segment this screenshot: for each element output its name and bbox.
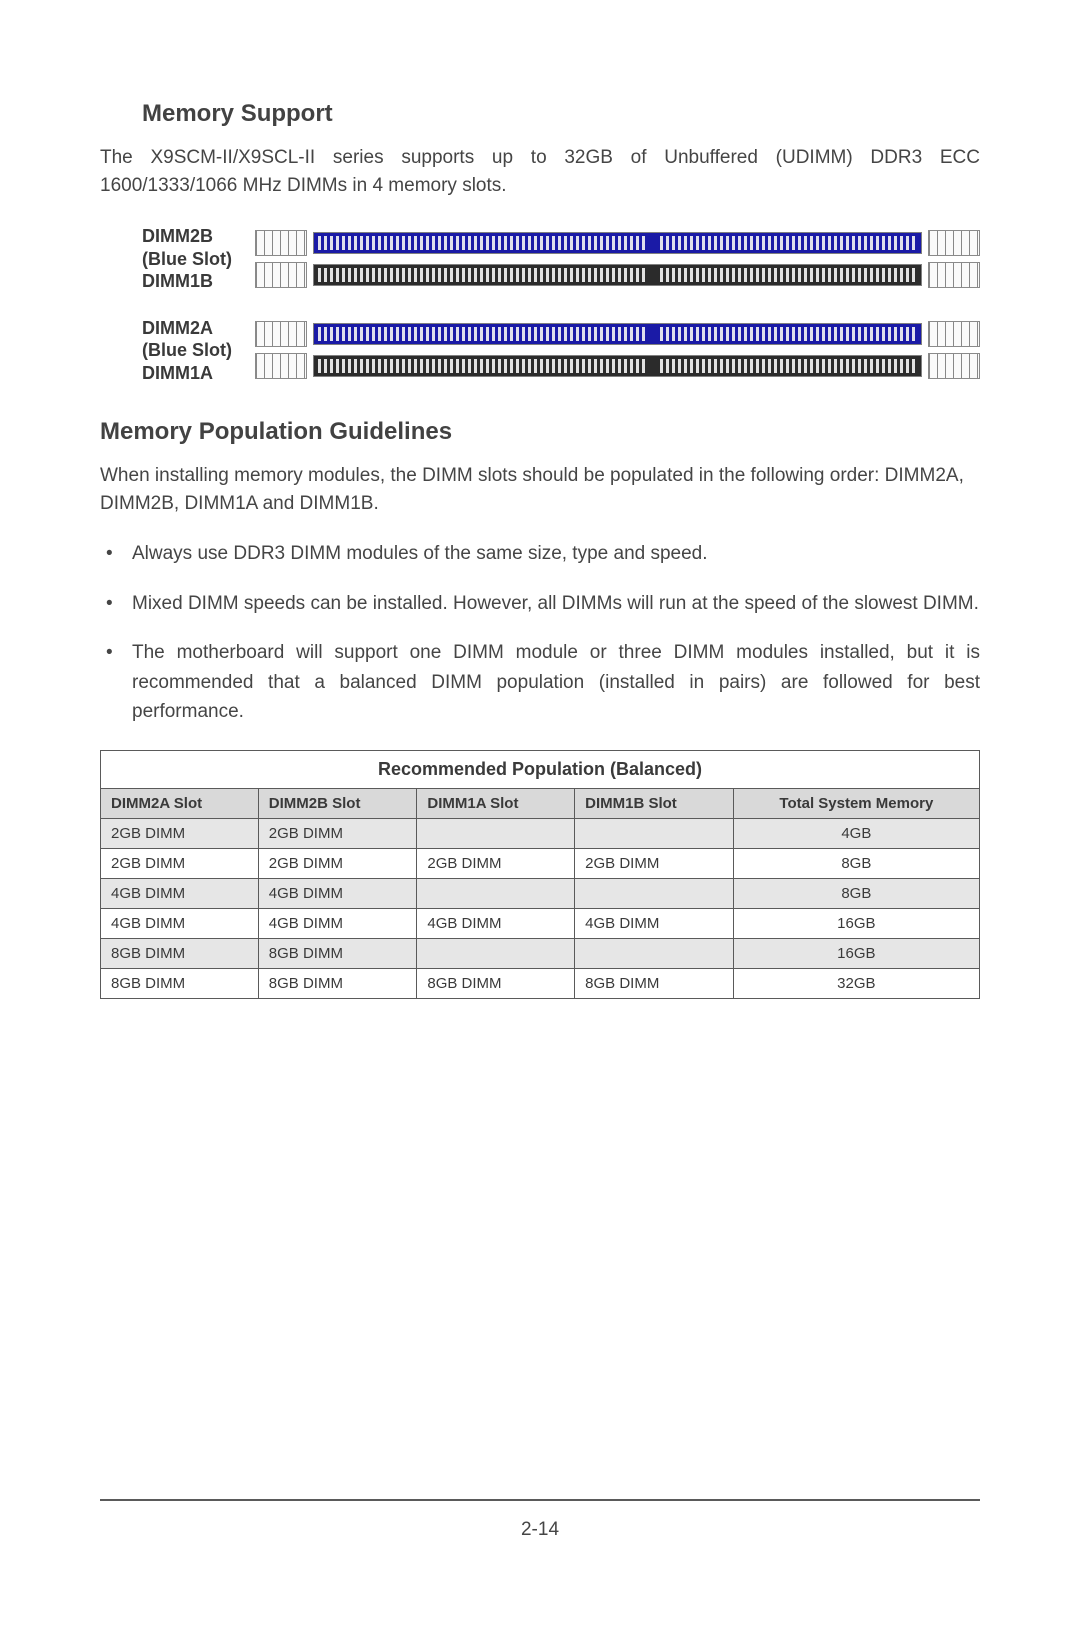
- dimm2b-slot: [255, 229, 980, 257]
- slot-edge-left-icon: [255, 262, 307, 288]
- page-content: Memory Support The X9SCM-II/X9SCL-II ser…: [0, 0, 1080, 1581]
- table-cell: 2GB DIMM: [101, 819, 259, 849]
- table-row: 2GB DIMM2GB DIMM2GB DIMM2GB DIMM8GB: [101, 849, 980, 879]
- bullet-item: Mixed DIMM speeds can be installed. Howe…: [100, 589, 980, 618]
- memory-support-paragraph: The X9SCM-II/X9SCL-II series supports up…: [100, 144, 980, 199]
- table-title: Recommended Population (Balanced): [101, 751, 980, 789]
- slot-edge-right-icon: [928, 353, 980, 379]
- table-cell: 8GB: [733, 879, 979, 909]
- table-cell: 8GB DIMM: [101, 969, 259, 999]
- table-row: 4GB DIMM4GB DIMM4GB DIMM4GB DIMM16GB: [101, 909, 980, 939]
- table-col-header: Total System Memory: [733, 789, 979, 819]
- memory-support-heading: Memory Support: [142, 100, 980, 128]
- page-number: 2-14: [521, 1519, 559, 1540]
- dimm-diagram: DIMM2B (Blue Slot) DIMM1B: [100, 225, 980, 384]
- slot-edge-left-icon: [255, 321, 307, 347]
- dimm-group-1-art: [255, 229, 980, 289]
- population-intro: When installing memory modules, the DIMM…: [100, 462, 980, 517]
- table-cell: 4GB DIMM: [258, 879, 417, 909]
- dimm-group-2-labels: DIMM2A (Blue Slot) DIMM1A: [100, 317, 255, 385]
- table-cell: 8GB DIMM: [258, 939, 417, 969]
- table-cell: 32GB: [733, 969, 979, 999]
- table-col-header: DIMM1B Slot: [575, 789, 734, 819]
- table-cell: 4GB DIMM: [417, 909, 575, 939]
- table-cell: 2GB DIMM: [575, 849, 734, 879]
- table-cell: 8GB DIMM: [258, 969, 417, 999]
- table-cell: 4GB: [733, 819, 979, 849]
- slot-edge-right-icon: [928, 262, 980, 288]
- slot-edge-right-icon: [928, 321, 980, 347]
- table-body: 2GB DIMM2GB DIMM4GB2GB DIMM2GB DIMM2GB D…: [101, 819, 980, 999]
- slot-edge-left-icon: [255, 353, 307, 379]
- slot-edge-left-icon: [255, 230, 307, 256]
- table-row: 8GB DIMM8GB DIMM8GB DIMM8GB DIMM32GB: [101, 969, 980, 999]
- table-cell: 4GB DIMM: [101, 879, 259, 909]
- table-cell: 8GB: [733, 849, 979, 879]
- blue-slot-label-1: (Blue Slot): [142, 248, 255, 271]
- page-footer: 2-14: [100, 1499, 980, 1541]
- table-cell: [575, 879, 734, 909]
- dimm-group-1-labels: DIMM2B (Blue Slot) DIMM1B: [100, 225, 255, 293]
- table-cell: 4GB DIMM: [101, 909, 259, 939]
- table-cell: 4GB DIMM: [575, 909, 734, 939]
- table-cell: 16GB: [733, 909, 979, 939]
- table-cell: 8GB DIMM: [101, 939, 259, 969]
- population-guidelines-heading: Memory Population Guidelines: [100, 418, 980, 446]
- table-col-header: DIMM1A Slot: [417, 789, 575, 819]
- black-slot-icon: [313, 355, 922, 377]
- table-cell: 2GB DIMM: [258, 819, 417, 849]
- table-cell: 2GB DIMM: [417, 849, 575, 879]
- table-cell: [417, 819, 575, 849]
- population-bullets: Always use DDR3 DIMM modules of the same…: [100, 539, 980, 726]
- blue-slot-label-2: (Blue Slot): [142, 339, 255, 362]
- table-cell: 8GB DIMM: [417, 969, 575, 999]
- bullet-item: The motherboard will support one DIMM mo…: [100, 638, 980, 726]
- table-header-row: DIMM2A Slot DIMM2B Slot DIMM1A Slot DIMM…: [101, 789, 980, 819]
- blue-slot-icon: [313, 323, 922, 345]
- table-cell: [575, 819, 734, 849]
- black-slot-icon: [313, 264, 922, 286]
- table-row: 2GB DIMM2GB DIMM 4GB: [101, 819, 980, 849]
- table-row: 4GB DIMM4GB DIMM 8GB: [101, 879, 980, 909]
- table-cell: [417, 879, 575, 909]
- table-cell: 16GB: [733, 939, 979, 969]
- table-row: 8GB DIMM8GB DIMM 16GB: [101, 939, 980, 969]
- dimm2b-label: DIMM2B: [142, 225, 255, 248]
- dimm-group-2-art: [255, 320, 980, 380]
- population-table: Recommended Population (Balanced) DIMM2A…: [100, 750, 980, 999]
- dimm1a-slot: [255, 352, 980, 380]
- bullet-item: Always use DDR3 DIMM modules of the same…: [100, 539, 980, 568]
- dimm2a-label: DIMM2A: [142, 317, 255, 340]
- table-cell: [575, 939, 734, 969]
- table-cell: 8GB DIMM: [575, 969, 734, 999]
- table-col-header: DIMM2B Slot: [258, 789, 417, 819]
- table-cell: 2GB DIMM: [101, 849, 259, 879]
- dimm-group-2: DIMM2A (Blue Slot) DIMM1A: [100, 317, 980, 385]
- dimm-group-1: DIMM2B (Blue Slot) DIMM1B: [100, 225, 980, 293]
- slot-edge-right-icon: [928, 230, 980, 256]
- table-cell: [417, 939, 575, 969]
- table-cell: 2GB DIMM: [258, 849, 417, 879]
- table-cell: 4GB DIMM: [258, 909, 417, 939]
- blue-slot-icon: [313, 232, 922, 254]
- table-col-header: DIMM2A Slot: [101, 789, 259, 819]
- dimm1b-label: DIMM1B: [142, 270, 255, 293]
- dimm1b-slot: [255, 261, 980, 289]
- dimm1a-label: DIMM1A: [142, 362, 255, 385]
- dimm2a-slot: [255, 320, 980, 348]
